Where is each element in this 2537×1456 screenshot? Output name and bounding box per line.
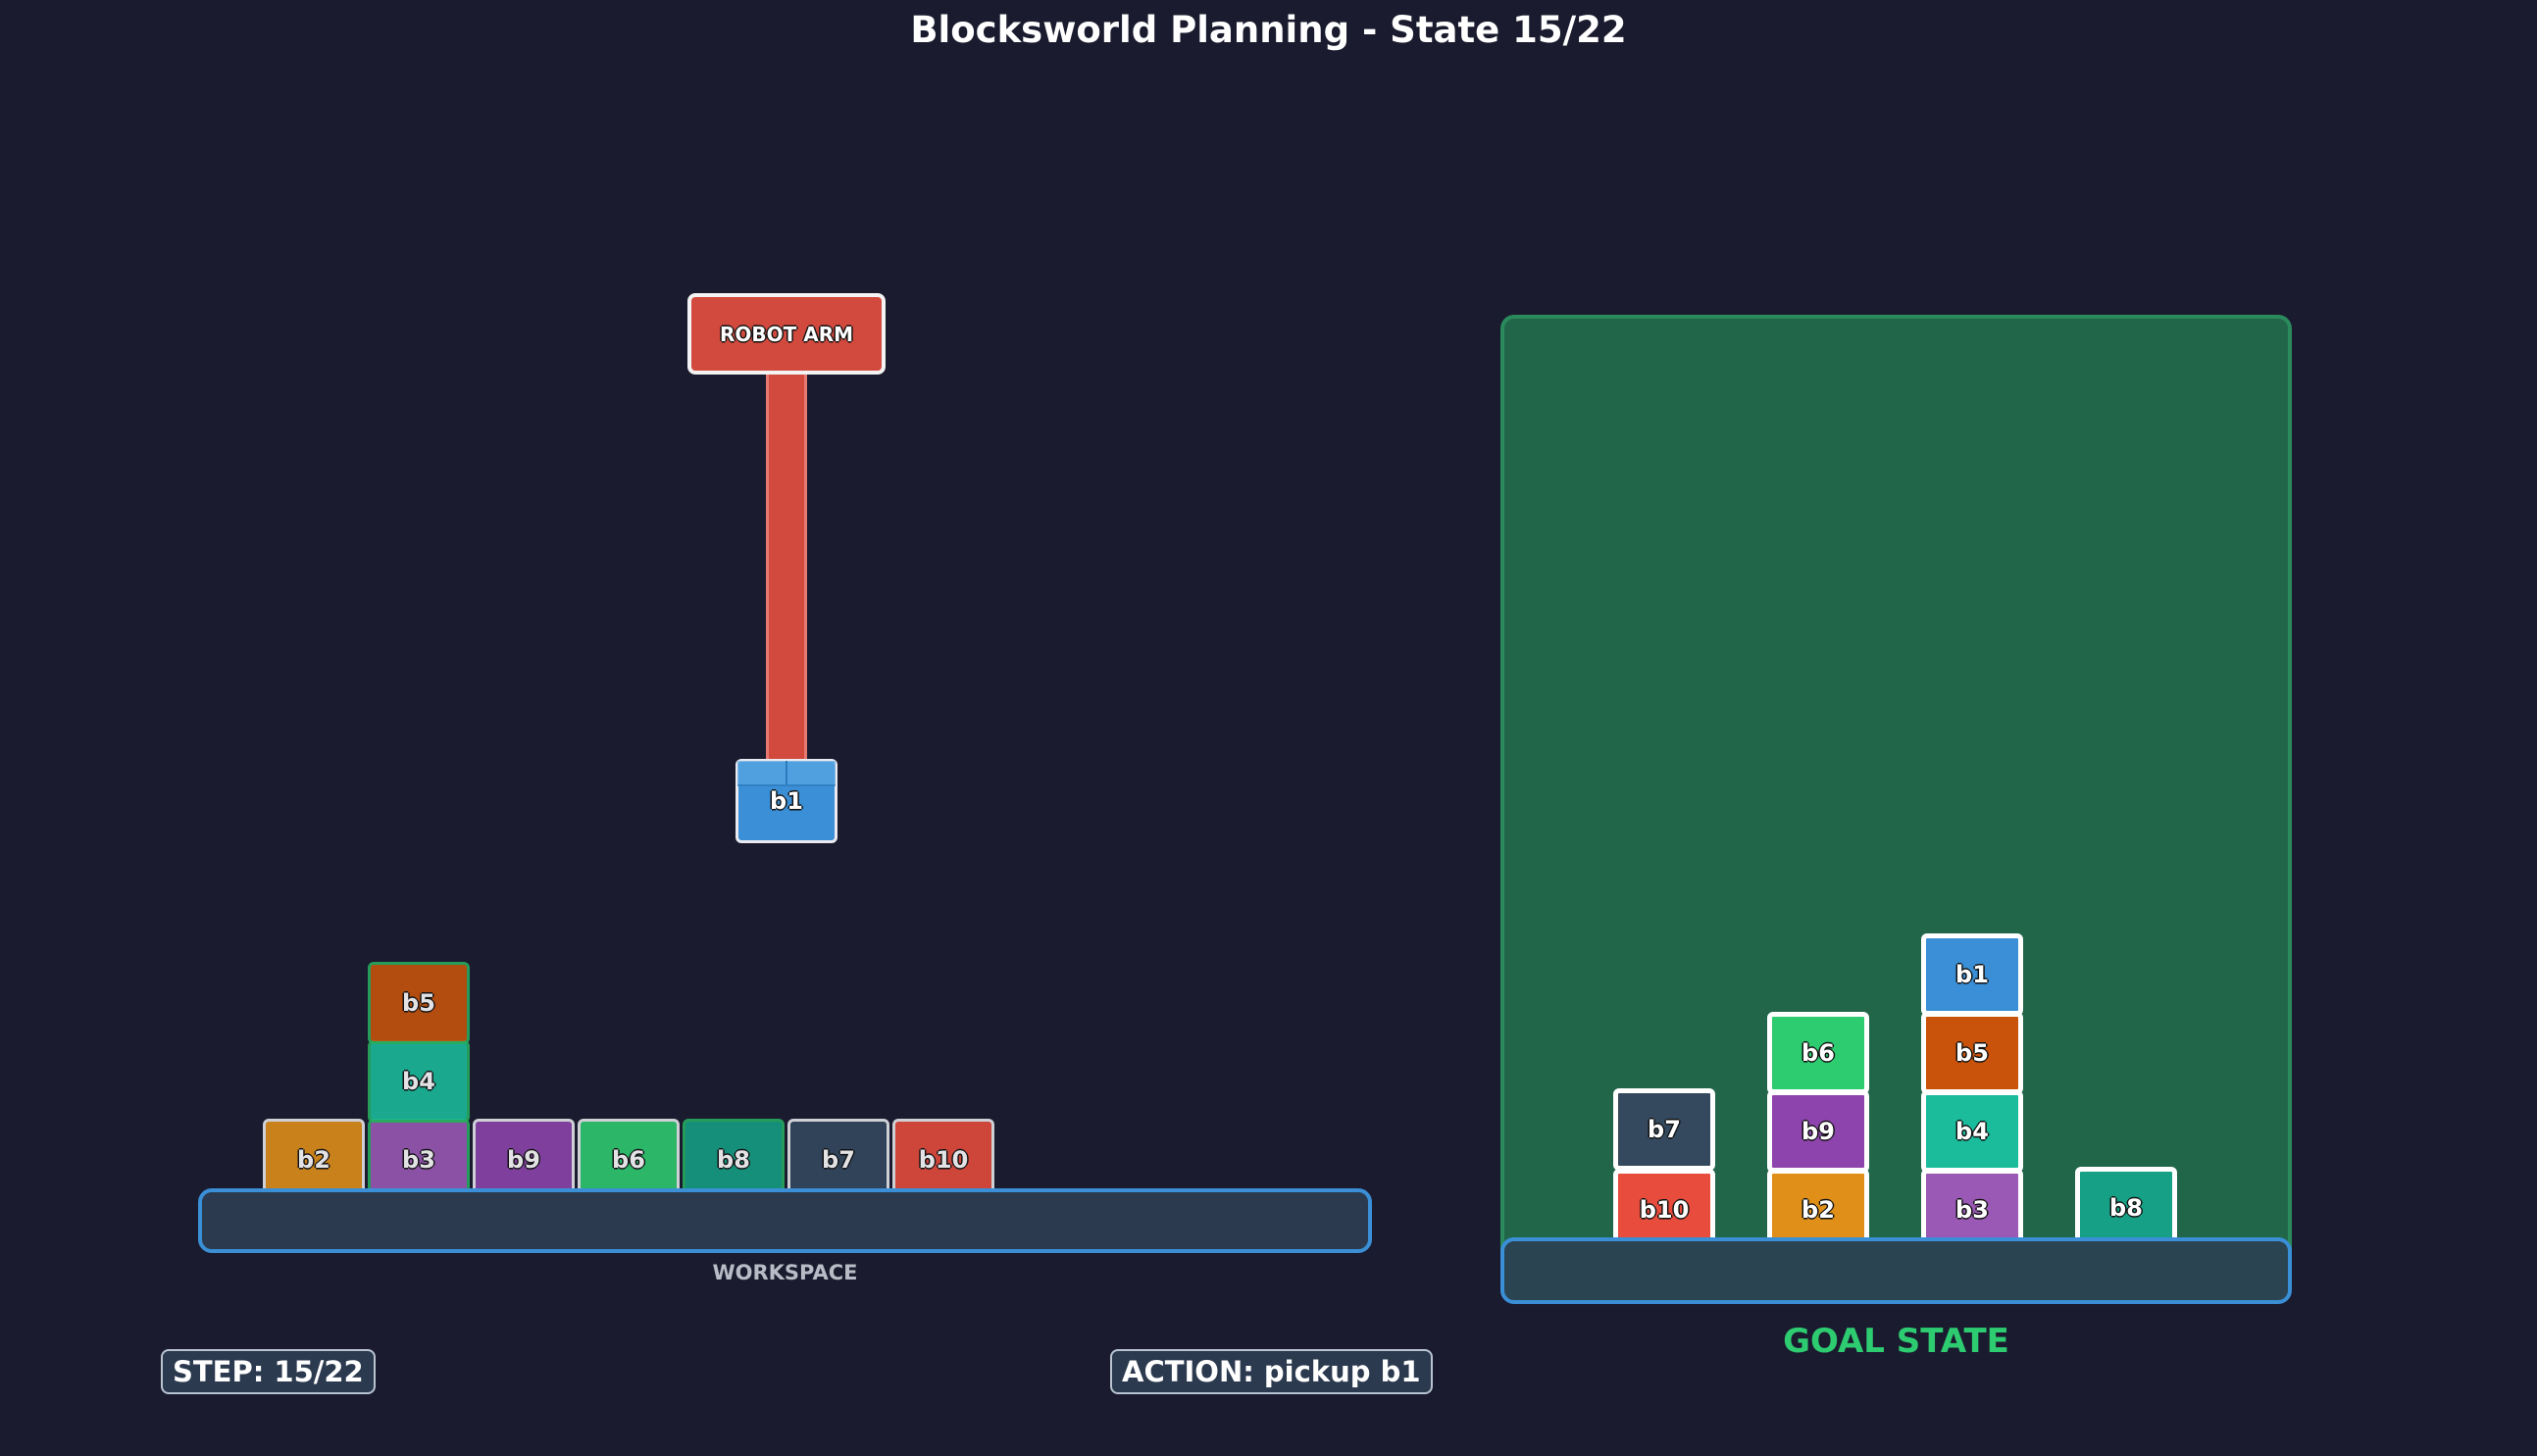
page-title: Blocksworld Planning - State 15/22 [910,9,1627,51]
workspace-block-b9[interactable]: b9 [473,1119,575,1201]
goal-state-label: GOAL STATE [1783,1322,2009,1361]
workspace-block-b10[interactable]: b10 [892,1119,994,1201]
workspace-floor [198,1188,1372,1253]
goal-block-b9: b9 [1767,1090,1869,1173]
workspace-block-b8[interactable]: b8 [683,1119,785,1201]
workspace-block-b4[interactable]: b4 [368,1040,470,1123]
goal-floor [1500,1237,2292,1304]
goal-block-b6: b6 [1767,1012,1869,1094]
robot-gripper-divider [786,761,787,784]
goal-block-b1: b1 [1921,933,2023,1016]
goal-block-b7: b7 [1613,1088,1715,1171]
goal-block-b4: b4 [1921,1090,2023,1173]
robot-arm-head: ROBOT ARM [687,293,886,375]
step-counter-badge: STEP: 15/22 [161,1349,376,1394]
action-badge: ACTION: pickup b1 [1110,1349,1433,1394]
workspace-block-b7[interactable]: b7 [787,1119,889,1201]
workspace-block-b2[interactable]: b2 [263,1119,365,1201]
workspace-label: WORKSPACE [712,1261,858,1284]
goal-block-b5: b5 [1921,1012,2023,1094]
robot-arm-shaft [766,375,807,780]
workspace-block-b5[interactable]: b5 [368,962,470,1044]
